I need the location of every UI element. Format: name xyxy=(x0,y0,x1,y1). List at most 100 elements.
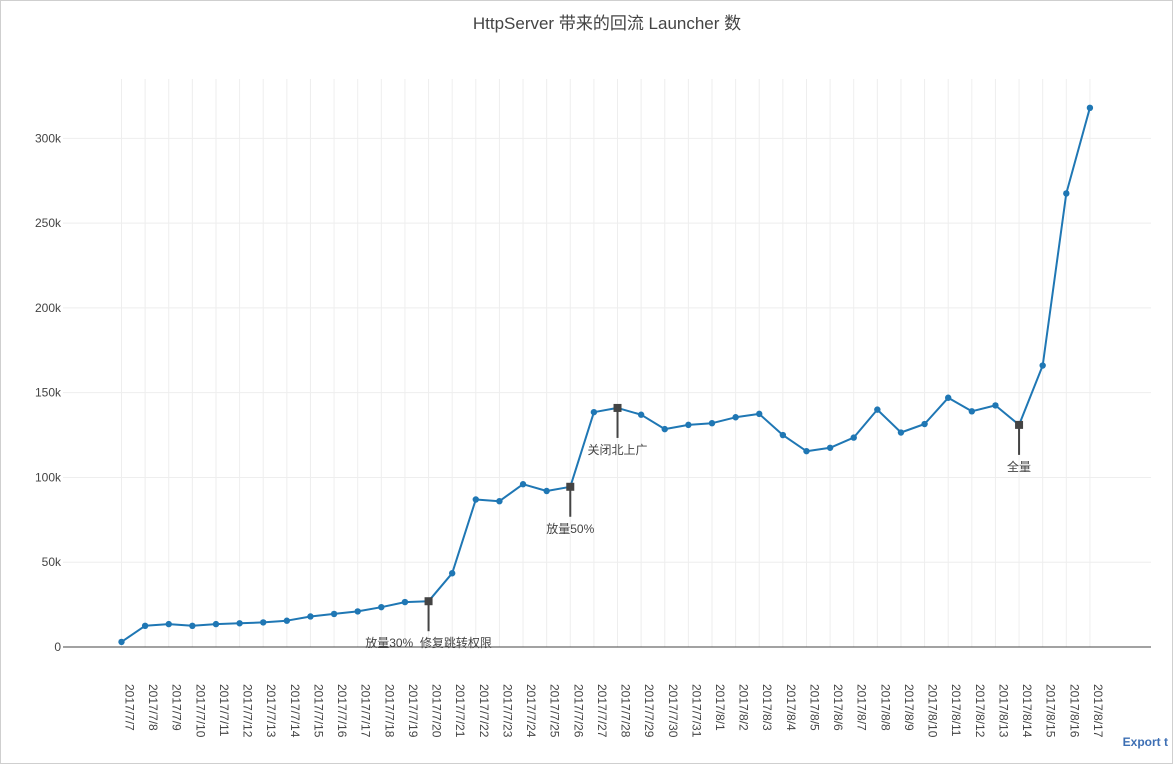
x-tick-label: 2017/7/31 xyxy=(689,684,703,738)
data-point xyxy=(803,447,810,455)
data-point xyxy=(519,481,527,488)
x-tick-label: 2017/7/16 xyxy=(335,684,349,738)
x-tick-label: 2017/8/7 xyxy=(855,684,869,731)
data-point xyxy=(354,608,361,615)
data-point xyxy=(732,414,739,421)
chart-title: HttpServer 带来的回流 Launcher 数 xyxy=(473,14,741,33)
data-point xyxy=(756,410,763,418)
data-point xyxy=(850,434,857,441)
data-point xyxy=(945,394,952,401)
export-link[interactable]: Export t xyxy=(1122,735,1168,749)
x-tick-label: 2017/8/13 xyxy=(996,684,1010,738)
x-tick-label: 2017/7/28 xyxy=(619,684,633,738)
y-tick-label: 200k xyxy=(35,301,62,315)
gridlines xyxy=(63,79,1151,647)
data-point xyxy=(708,419,716,427)
x-tick-label: 2017/7/18 xyxy=(382,684,396,738)
x-tick-label: 2017/7/29 xyxy=(642,684,656,738)
x-tick-label: 2017/7/14 xyxy=(288,684,302,738)
data-point xyxy=(685,421,692,429)
data-point xyxy=(1086,104,1094,112)
x-tick-label: 2017/7/20 xyxy=(430,684,444,738)
data-point xyxy=(874,406,881,413)
data-point xyxy=(897,429,905,436)
x-tick-label: 2017/8/11 xyxy=(949,684,963,737)
data-point xyxy=(921,420,928,428)
y-tick-label: 0 xyxy=(54,640,61,654)
axes: 0 50k 100k 150k 200k 250k 300k 2017/7/7 2017/7/8… xyxy=(35,131,1151,738)
data-point xyxy=(212,620,220,628)
annotation-label: 放量30% 修复跳转权限 xyxy=(365,635,492,650)
x-tick-label: 2017/7/22 xyxy=(477,684,491,738)
x-tick-label: 2017/8/5 xyxy=(807,684,821,731)
annotation-label: 放量50% xyxy=(546,521,594,536)
data-point xyxy=(1039,362,1046,369)
data-point xyxy=(401,598,409,606)
x-tick-label: 2017/7/7 xyxy=(123,684,137,731)
annotation-marker xyxy=(1015,420,1024,429)
x-tick-label: 2017/7/12 xyxy=(241,684,255,738)
data-point xyxy=(307,613,314,620)
x-tick-label: 2017/7/24 xyxy=(524,684,538,738)
y-tick-label: 100k xyxy=(35,470,62,484)
x-tick-label: 2017/8/6 xyxy=(831,684,845,731)
x-tick-label: 2017/8/16 xyxy=(1067,684,1081,738)
x-tick-label: 2017/8/17 xyxy=(1091,684,1105,738)
data-point xyxy=(448,570,456,577)
x-tick-label: 2017/7/21 xyxy=(453,684,467,738)
x-tick-label: 2017/7/26 xyxy=(571,684,585,738)
data-point xyxy=(637,411,645,418)
annotation-marker xyxy=(613,403,622,412)
annotation-marker xyxy=(566,482,575,491)
x-tick-label: 2017/7/27 xyxy=(595,684,609,738)
x-tick-label: 2017/8/10 xyxy=(926,684,940,738)
x-tick-label: 2017/8/1 xyxy=(713,684,727,731)
x-tick-label: 2017/8/8 xyxy=(878,684,892,731)
data-point xyxy=(1063,190,1070,197)
annotation-label: 关闭北上广 xyxy=(588,443,648,457)
x-tick-label: 2017/7/17 xyxy=(359,684,373,738)
data-point xyxy=(968,408,976,415)
data-point xyxy=(661,425,668,433)
y-tick-label: 150k xyxy=(35,386,62,400)
x-tick-label: 2017/8/4 xyxy=(784,684,798,731)
y-tick-label: 50k xyxy=(42,555,62,569)
data-point xyxy=(165,620,172,628)
x-tick-label: 2017/7/13 xyxy=(264,684,278,738)
y-tick-label: 300k xyxy=(35,131,62,145)
x-tick-label: 2017/7/23 xyxy=(500,684,514,738)
x-tick-label: 2017/7/8 xyxy=(146,684,160,731)
x-tick-label: 2017/7/10 xyxy=(193,684,207,738)
y-tick-label: 250k xyxy=(35,216,62,230)
annotation-marker xyxy=(424,597,433,606)
data-point xyxy=(141,622,149,630)
x-tick-label: 2017/7/30 xyxy=(666,684,680,738)
x-tick-label: 2017/7/11 xyxy=(217,684,231,737)
series-layer xyxy=(118,104,1094,646)
annotation-label: 全量 xyxy=(1007,459,1031,474)
data-point xyxy=(496,497,503,505)
data-point xyxy=(378,603,385,611)
x-tick-label: 2017/8/2 xyxy=(737,684,751,731)
data-point xyxy=(260,619,267,626)
x-tick-label: 2017/7/25 xyxy=(548,684,562,738)
x-tick-label: 2017/8/9 xyxy=(902,684,916,731)
data-point xyxy=(236,620,243,627)
data-point xyxy=(283,617,291,624)
data-point xyxy=(543,487,550,495)
data-point xyxy=(826,444,834,451)
data-point xyxy=(992,402,999,409)
data-point xyxy=(118,638,125,646)
data-point xyxy=(330,610,338,618)
x-tick-label: 2017/8/3 xyxy=(760,684,774,731)
data-point xyxy=(779,431,787,439)
data-point xyxy=(472,496,479,503)
series-line xyxy=(120,107,1091,643)
x-tick-label: 2017/7/9 xyxy=(170,684,184,731)
x-tick-label: 2017/8/12 xyxy=(973,684,987,738)
data-point xyxy=(590,408,598,416)
data-point xyxy=(189,622,196,630)
